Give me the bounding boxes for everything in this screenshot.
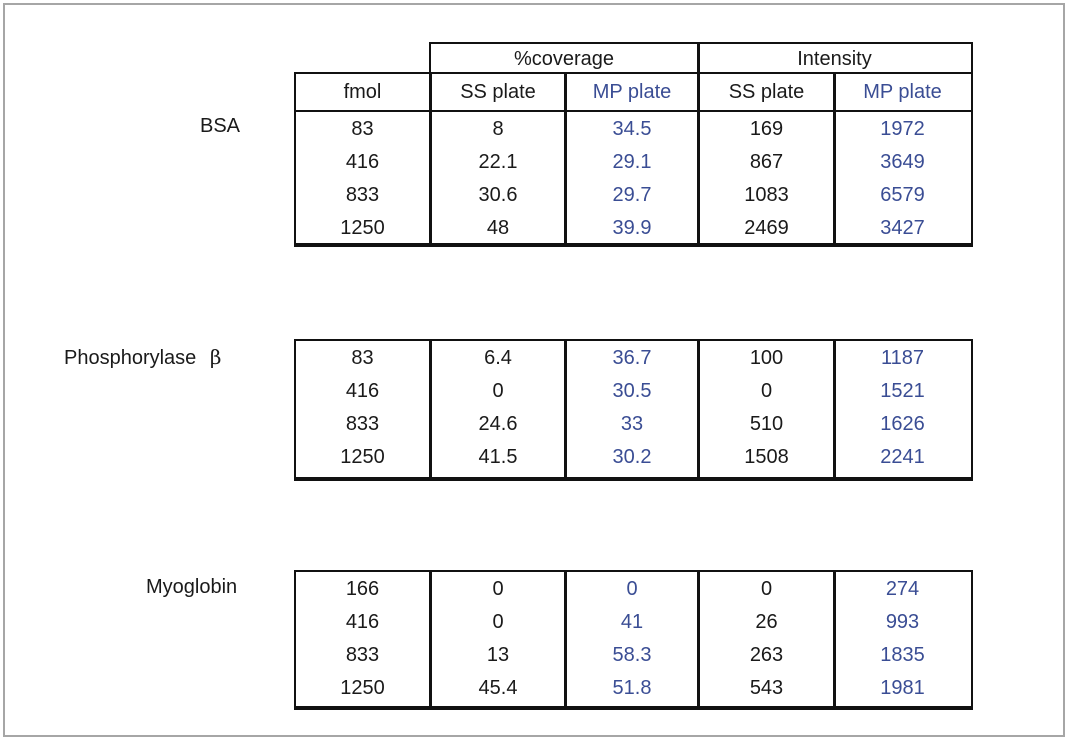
column-divider <box>833 110 836 243</box>
table-cell: 24.6 <box>478 412 518 435</box>
table-cell: 1250 <box>340 216 385 239</box>
table-cell: 263 <box>749 643 784 666</box>
table-cell: 58.3 <box>612 643 652 666</box>
header-col-divider-1 <box>429 72 432 110</box>
table-cell: 833 <box>345 643 380 666</box>
table-cell: 1981 <box>880 676 925 699</box>
column-divider <box>429 110 432 243</box>
column-divider <box>697 110 700 243</box>
protein-label-phosphorylase-text: Phosphorylase <box>64 347 197 369</box>
table-cell: 867 <box>749 150 784 173</box>
header-group-intensity: Intensity <box>797 47 872 70</box>
table-cell: 833 <box>345 183 380 206</box>
table-cell: 416 <box>345 150 380 173</box>
table-cell: 543 <box>749 676 784 699</box>
table-cell: 0 <box>760 577 773 600</box>
header-col-divider-4 <box>833 72 836 110</box>
table-cell: 833 <box>345 412 380 435</box>
header-group-row <box>429 42 973 73</box>
column-header-coverage-ss: SS plate <box>460 81 536 103</box>
table-cell: 1187 <box>880 346 924 369</box>
column-header-fmol: fmol <box>343 81 382 103</box>
protein-label-phosphorylase: Phosphorylase β <box>64 345 221 370</box>
figure-frame <box>3 3 1065 737</box>
table-cell: 0 <box>492 379 504 402</box>
table-cell: 30.2 <box>612 445 652 468</box>
table-cell: 39.9 <box>612 216 652 239</box>
table-cell: 0 <box>492 577 504 600</box>
table-cell: 1083 <box>744 183 789 206</box>
column-divider <box>564 339 567 477</box>
table-cell: 6.4 <box>484 346 512 369</box>
table-cell: 8 <box>492 117 504 140</box>
table-cell: 41.5 <box>478 445 518 468</box>
table-cell: 166 <box>345 577 380 600</box>
table-cell: 1250 <box>340 676 385 699</box>
table-cell: 274 <box>885 577 920 600</box>
column-divider <box>429 570 432 706</box>
table-cell: 416 <box>345 379 380 402</box>
table-cell: 41 <box>620 610 644 633</box>
column-header-intensity-ss: SS plate <box>728 81 805 103</box>
table-cell: 1972 <box>880 117 925 140</box>
column-divider <box>697 570 700 706</box>
table-cell: 83 <box>351 117 374 140</box>
table-cell: 1250 <box>340 445 385 468</box>
table-cell: 0 <box>760 379 773 402</box>
column-divider <box>833 339 836 477</box>
table-cell: 83 <box>351 346 374 369</box>
table-cell: 169 <box>749 117 784 140</box>
table-cell: 45.4 <box>478 676 518 699</box>
table-cell: 993 <box>885 610 920 633</box>
table-cell: 1626 <box>880 412 925 435</box>
table-cell: 3649 <box>880 150 925 173</box>
table-cell: 34.5 <box>612 117 652 140</box>
table-cell: 1835 <box>880 643 925 666</box>
protein-label-phosphorylase-symbol: β <box>209 345 222 369</box>
table-cell: 6579 <box>880 183 925 206</box>
column-divider <box>833 570 836 706</box>
column-divider <box>697 339 700 477</box>
protein-label-myoglobin: Myoglobin <box>146 576 238 598</box>
column-divider <box>564 110 567 243</box>
table-cell: 22.1 <box>478 150 518 173</box>
table-cell: 51.8 <box>612 676 652 699</box>
table-cell: 48 <box>486 216 510 239</box>
table-border <box>294 110 973 247</box>
table-cell: 30.5 <box>612 379 652 402</box>
column-divider <box>429 339 432 477</box>
table-cell: 3427 <box>880 216 925 239</box>
table-cell: 29.7 <box>612 183 652 206</box>
table-cell: 1521 <box>880 379 925 402</box>
table-cell: 510 <box>749 412 784 435</box>
table-border <box>294 570 973 710</box>
protein-label-bsa: BSA <box>200 115 241 137</box>
table-cell: 100 <box>749 346 784 369</box>
table-cell: 29.1 <box>612 150 652 173</box>
table-cell: 33 <box>620 412 644 435</box>
table-cell: 26 <box>755 610 778 633</box>
table-cell: 2469 <box>744 216 789 239</box>
table-border <box>294 339 973 481</box>
table-cell: 36.7 <box>612 346 652 369</box>
column-header-coverage-mp: MP plate <box>592 81 672 103</box>
header-group-coverage: %coverage <box>513 47 615 70</box>
table-cell: 0 <box>492 610 504 633</box>
table-cell: 416 <box>345 610 380 633</box>
header-column-row <box>294 72 973 112</box>
header-col-divider-3 <box>697 72 700 110</box>
table-cell: 0 <box>626 577 638 600</box>
table-cell: 2241 <box>880 445 925 468</box>
table-cell: 13 <box>486 643 510 666</box>
header-group-divider <box>697 42 700 73</box>
table-cell: 30.6 <box>478 183 518 206</box>
column-header-intensity-mp: MP plate <box>863 81 942 103</box>
table-cell: 1508 <box>744 445 789 468</box>
column-divider <box>564 570 567 706</box>
header-col-divider-2 <box>564 72 567 110</box>
